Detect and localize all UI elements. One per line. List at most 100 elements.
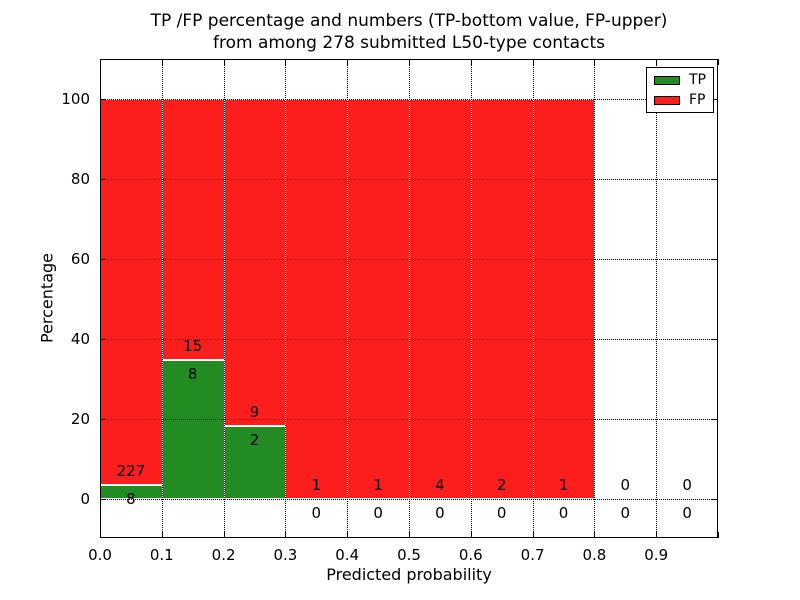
x-tick-label: 0.7 <box>520 546 545 564</box>
tp-count-label: 0 <box>373 504 383 522</box>
y-tick-label: 80 <box>70 170 90 188</box>
v-gridline <box>594 59 596 538</box>
chart-title: TP /FP percentage and numbers (TP-bottom… <box>100 10 718 54</box>
bars-layer <box>100 59 718 538</box>
x-tick-top <box>347 59 349 65</box>
v-gridline <box>470 59 472 538</box>
y-tick-right <box>712 99 718 100</box>
y-tick-right <box>712 419 718 420</box>
fp-count-label: 1 <box>373 476 383 494</box>
y-tick <box>100 499 106 500</box>
x-tick-top <box>470 59 472 65</box>
tp-count-label: 0 <box>558 504 569 522</box>
fp-swatch-icon <box>654 95 680 105</box>
x-tick-top <box>409 59 410 65</box>
y-tick <box>100 339 106 340</box>
v-gridline <box>347 59 349 538</box>
y-tick <box>100 99 106 100</box>
x-tick <box>594 532 596 538</box>
ticks-layer <box>100 59 719 538</box>
x-tick-label: 0.2 <box>211 546 236 564</box>
x-tick-top <box>718 59 719 65</box>
x-tick <box>718 532 719 538</box>
fp-count-label: 0 <box>620 476 631 494</box>
tp-count-label: 0 <box>311 504 322 522</box>
y-tick-label: 100 <box>61 90 90 108</box>
h-gridline <box>100 339 718 340</box>
x-tick <box>470 532 472 538</box>
x-tick-label: 0.0 <box>88 546 112 564</box>
legend-label-fp: FP <box>689 92 706 108</box>
h-gridline <box>100 259 718 260</box>
plot-area: 227 8 15 8 9 2 1 0 1 0 4 0 2 0 1 0 0 0 0 0 <box>100 59 719 538</box>
y-tick-right <box>712 499 718 500</box>
h-gridline <box>100 179 718 180</box>
legend: TP FP <box>646 67 714 113</box>
x-tick-label: 0.1 <box>149 546 174 564</box>
v-gridline <box>223 59 225 538</box>
fp-count-label: 4 <box>435 476 445 494</box>
fp-count-label: 2 <box>496 476 507 494</box>
x-tick <box>409 532 410 538</box>
x-tick-label: 0.3 <box>273 546 298 564</box>
fp-bar-segment <box>532 99 596 499</box>
tp-count-label: 0 <box>435 504 445 522</box>
x-tick-label: 0.6 <box>458 546 483 564</box>
y-tick-label: 20 <box>70 410 90 428</box>
x-tick-label: 0.5 <box>397 546 421 564</box>
y-tick <box>100 419 106 420</box>
v-gridline <box>285 59 287 538</box>
tp-swatch-icon <box>654 75 680 85</box>
tp-count-label: 0 <box>496 504 507 522</box>
x-tick <box>347 532 349 538</box>
chart-title-line2: from among 278 submitted L50-type contac… <box>213 33 605 53</box>
y-tick <box>100 259 106 260</box>
fp-count-label: 15 <box>183 336 203 355</box>
y-tick-right <box>712 259 718 260</box>
tp-count-label: 8 <box>187 364 198 383</box>
x-tick-top <box>285 59 287 65</box>
x-tick-top <box>594 59 596 65</box>
v-gridline <box>656 59 658 538</box>
x-axis-label: Predicted probability <box>326 565 492 584</box>
x-tick-label: 0.9 <box>644 546 669 564</box>
h-gridline <box>100 419 718 420</box>
x-tick-top <box>656 59 658 65</box>
v-gridline <box>409 59 410 538</box>
x-tick-top <box>223 59 225 65</box>
h-gridline <box>100 499 718 500</box>
y-tick-right <box>712 179 718 180</box>
tp-count-label: 0 <box>620 504 631 522</box>
x-tick-top <box>161 59 163 65</box>
tp-count-label: 2 <box>249 431 260 450</box>
x-tick-label: 0.4 <box>335 546 360 564</box>
x-tick <box>532 532 534 538</box>
legend-label-tp: TP <box>689 72 706 88</box>
y-tick-label: 0 <box>80 490 90 508</box>
x-tick-top <box>532 59 534 65</box>
y-tick <box>100 179 106 180</box>
v-gridline <box>161 59 163 538</box>
fp-count-label: 9 <box>249 403 260 422</box>
fp-count-label: 1 <box>558 476 569 494</box>
tp-count-label: 0 <box>682 504 692 522</box>
gridlines-layer <box>100 59 718 538</box>
x-tick-label: 0.8 <box>582 546 607 564</box>
x-tick <box>161 532 163 538</box>
legend-row-fp: FP <box>654 93 706 107</box>
y-tick-label: 60 <box>70 250 90 268</box>
legend-row-tp: TP <box>654 73 706 87</box>
x-tick <box>223 532 225 538</box>
x-tick <box>285 532 287 538</box>
y-tick-right <box>712 339 718 340</box>
fp-count-label: 227 <box>116 462 146 481</box>
h-gridline <box>100 99 718 100</box>
fp-count-label: 0 <box>682 476 692 494</box>
y-axis-label: Percentage <box>37 252 57 344</box>
tp-bar-segment <box>161 359 225 499</box>
y-tick-label: 40 <box>70 330 90 348</box>
chart-title-line1: TP /FP percentage and numbers (TP-bottom… <box>150 11 668 31</box>
tp-count-label: 8 <box>126 490 136 509</box>
fp-count-label: 1 <box>311 476 322 494</box>
